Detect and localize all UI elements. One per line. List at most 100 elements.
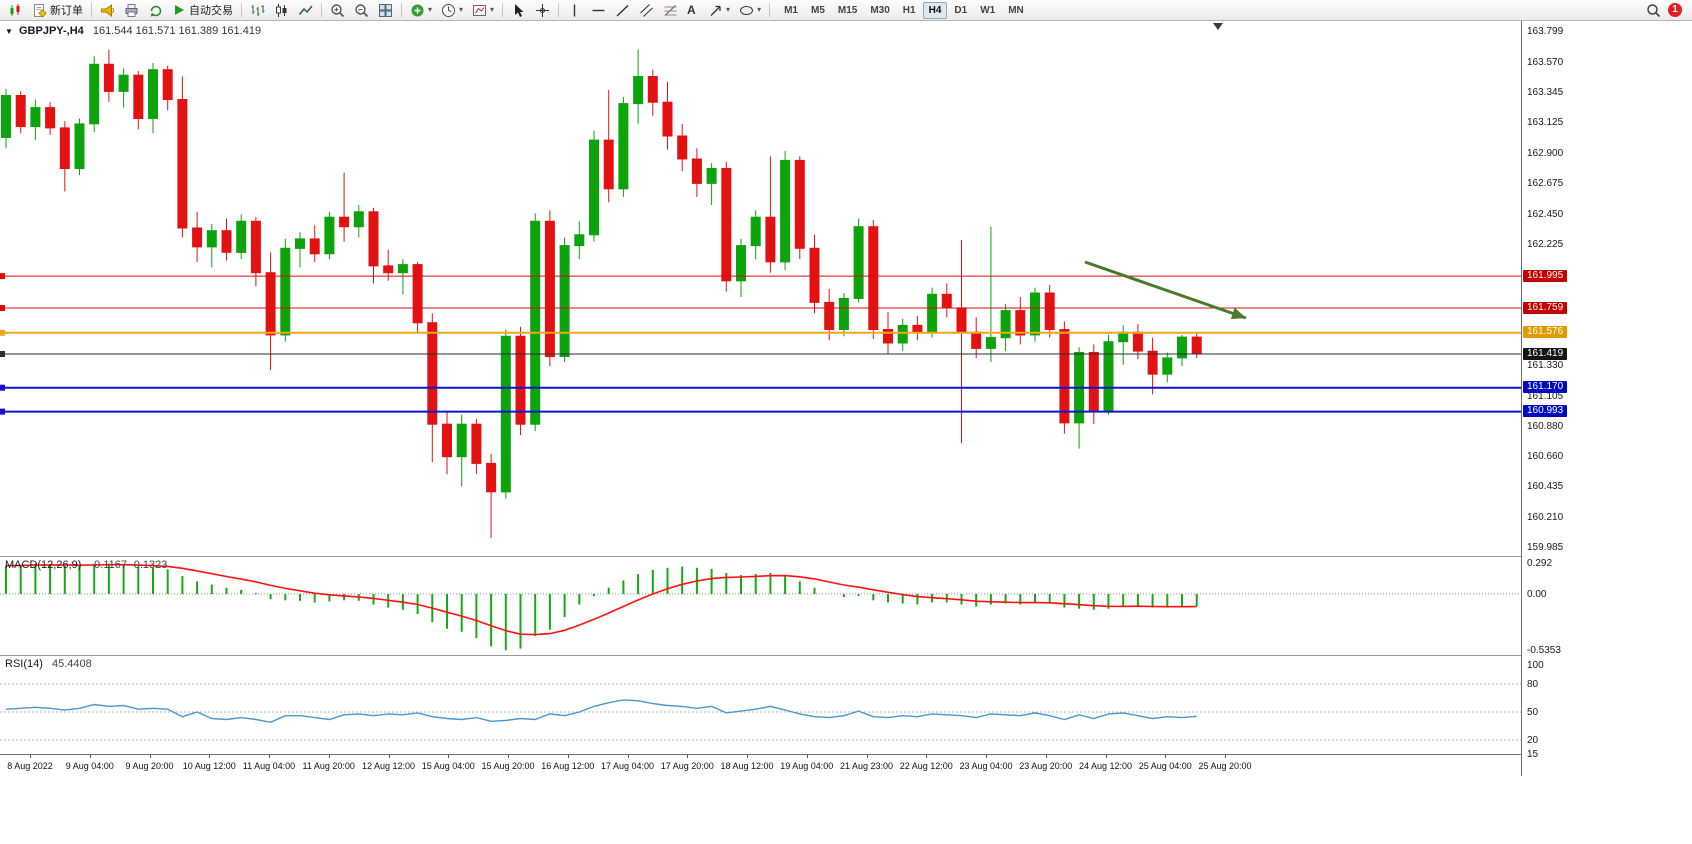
time-axis-label: 21 Aug 23:00 [839, 761, 894, 771]
zoom-in-button[interactable] [326, 1, 349, 19]
main-chart-canvas[interactable] [0, 21, 1521, 557]
periods-button[interactable]: ▾ [437, 1, 467, 19]
timeframe-button-w1[interactable]: W1 [980, 4, 996, 16]
zoom-in-icon [331, 3, 345, 17]
line-chart-button[interactable] [294, 1, 317, 19]
rsi-axis-label: 15 [1527, 749, 1539, 760]
autotrading-button[interactable]: 自动交易 [168, 1, 237, 19]
macd-current-values: -0.1167 -0.1323 [90, 559, 168, 571]
price-axis-label: 163.125 [1527, 117, 1564, 129]
rsi-axis-label: 80 [1527, 679, 1539, 690]
timeframe-button-h4[interactable]: H4 [922, 1, 948, 19]
chart-symbol-label: GBPJPY-,H4 [18, 25, 84, 37]
chevron-down-icon: ▾ [490, 5, 495, 14]
time-axis-label: 8 Aug 2022 [7, 761, 53, 771]
time-axis-tick [1165, 755, 1167, 758]
toolbar-separator [769, 3, 771, 17]
timeframe-button-m1[interactable]: M1 [784, 4, 798, 16]
text-tool-icon: A [687, 3, 696, 17]
crosshair-button[interactable] [531, 1, 554, 19]
text-tool-button[interactable]: A [683, 1, 703, 19]
chevron-down-icon: ▾ [726, 5, 731, 14]
shapes-tool-button[interactable]: ▾ [735, 1, 765, 19]
toolbar-separator [321, 3, 322, 17]
channel-button[interactable] [635, 1, 658, 19]
time-axis-label: 11 Aug 20:00 [302, 761, 355, 771]
macd-panel-canvas[interactable] [0, 557, 1521, 655]
time-axis-label: 22 Aug 12:00 [899, 761, 953, 771]
time-axis-tick [747, 755, 748, 758]
notification-badge[interactable]: 1 [1668, 3, 1682, 17]
clock-icon [442, 3, 456, 17]
timeframe-button-h1[interactable]: H1 [902, 4, 916, 16]
candlestick-chart-button[interactable] [270, 1, 293, 19]
time-axis-label: 17 Aug 20:00 [660, 761, 714, 771]
time-axis-tick [149, 755, 151, 758]
bar-chart-button[interactable] [246, 1, 269, 19]
toolbar-separator [241, 3, 242, 17]
price-tag: 160.993 [1523, 405, 1568, 418]
time-axis-label: 17 Aug 04:00 [600, 761, 655, 771]
template-chart-icon [473, 4, 487, 16]
new-order-button[interactable]: 新订单 [28, 1, 87, 19]
vertical-line-icon [573, 4, 576, 16]
panel-divider[interactable] [0, 556, 1692, 557]
new-chart-button[interactable] [4, 1, 27, 19]
one-click-trading-toggle-icon[interactable]: ▼ [5, 27, 13, 36]
rsi-axis-label: 20 [1527, 735, 1539, 746]
fibonacci-icon [664, 4, 677, 16]
templates-button[interactable]: ▾ [468, 1, 498, 19]
print-button[interactable] [120, 1, 143, 19]
time-axis-tick [1105, 755, 1107, 758]
time-axis-label: 10 Aug 12:00 [182, 761, 236, 771]
toolbar-separator [558, 3, 560, 17]
arrow-tool-icon [710, 5, 721, 16]
price-axis-label: 163.570 [1527, 57, 1564, 68]
time-axis[interactable]: 8 Aug 2022 9 Aug 04:00 9 Aug 20:00 10 Aug 1… [0, 754, 1521, 777]
timeframe-button-m15[interactable]: M15 [837, 4, 858, 16]
timeframe-button-mn[interactable]: MN [1008, 4, 1024, 16]
cursor-button[interactable] [507, 1, 530, 19]
price-tag: 161.419 [1523, 347, 1568, 360]
new-chart-icon [10, 3, 20, 16]
autotrading-play-icon [175, 5, 184, 15]
refresh-button[interactable] [144, 1, 167, 19]
horizontal-line-button[interactable] [587, 1, 610, 19]
indicators-button[interactable]: ▾ [406, 1, 436, 19]
horizontal-line-icon [592, 9, 605, 11]
price-axis-label: 162.675 [1527, 178, 1564, 190]
macd-axis-label: -0.5353 [1527, 645, 1561, 657]
time-axis-tick [209, 755, 211, 758]
chart-ohlc-values: 161.544 161.571 161.389 161.419 [92, 25, 262, 37]
time-axis-label: 16 Aug 12:00 [541, 761, 595, 771]
rsi-label-row: RSI(14) 45.4408 [5, 658, 92, 670]
zoom-out-button[interactable] [350, 1, 373, 19]
time-axis-label: 9 Aug 04:00 [65, 761, 114, 771]
time-axis-tick [866, 755, 868, 758]
time-axis-tick [687, 755, 689, 758]
alerts-button[interactable] [96, 1, 119, 19]
vertical-line-button[interactable] [563, 1, 586, 19]
price-axis-label: 159.985 [1527, 542, 1564, 553]
timeframe-button-d1[interactable]: D1 [954, 4, 968, 16]
tile-windows-button[interactable] [374, 1, 397, 19]
toolbar-separator [91, 3, 92, 17]
price-axis-label: 160.210 [1527, 511, 1564, 523]
rsi-panel-canvas[interactable] [0, 656, 1521, 754]
autotrading-label: 自动交易 [189, 5, 233, 17]
arrows-tool-button[interactable]: ▾ [704, 1, 734, 19]
time-axis-label: 15 Aug 20:00 [481, 761, 535, 771]
time-axis-tick [806, 755, 808, 758]
fibonacci-button[interactable] [659, 1, 682, 19]
price-axis[interactable]: 163.799 163.570 163.345 163.125 162.900 162.6… [1521, 21, 1692, 776]
search-button[interactable] [1642, 1, 1665, 19]
macd-label-row: MACD(12,26,9) -0.1167 -0.1323 [5, 559, 167, 571]
horn-icon [101, 3, 115, 17]
trendline-button[interactable] [611, 1, 634, 19]
timeframe-button-m30[interactable]: M30 [870, 4, 890, 16]
timeframe-button-m5[interactable]: M5 [810, 4, 825, 16]
tile-windows-icon [379, 3, 392, 17]
panel-divider[interactable] [0, 655, 1692, 656]
time-axis-label: 12 Aug 12:00 [361, 761, 416, 771]
refresh-icon [150, 5, 162, 16]
